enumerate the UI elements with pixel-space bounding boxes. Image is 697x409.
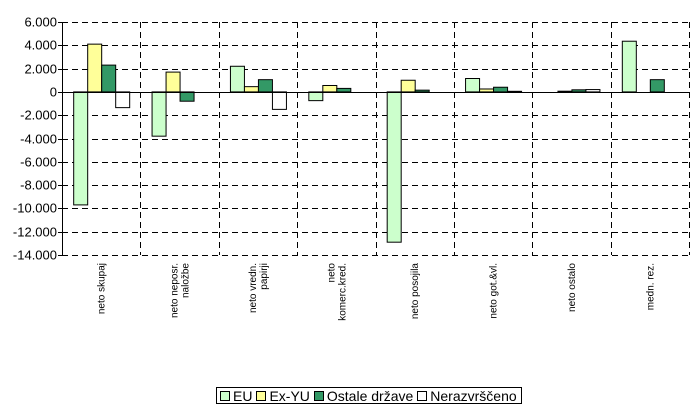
bar-nerazvrsceno-6	[585, 89, 601, 93]
legend-label-ex-yu: Ex-YU	[269, 387, 310, 404]
bar-ex-yu-3	[322, 84, 338, 93]
bar-eu-2	[229, 65, 245, 93]
category-label-line: neto neposr.	[170, 263, 181, 318]
legend-swatch-nerazvrsceno	[417, 390, 428, 401]
bar-ex-yu-2	[243, 86, 259, 93]
y-tick-label: 6.000	[24, 15, 57, 30]
category-label-line: medn. rez.	[645, 263, 656, 310]
category-label-6: neto ostalo	[567, 263, 578, 312]
y-tick-label: 0	[50, 85, 57, 100]
category-label-1: neto neposr. naložbe	[170, 263, 192, 318]
category-label-line: neto	[326, 263, 337, 283]
legend-item-eu: EU	[220, 388, 252, 404]
bar-ostale-drzave-6	[571, 89, 587, 93]
y-tick-label: 4.000	[24, 38, 57, 53]
bar-chart: 6.000 4.000 2.000 0 -2.000 -4.000 -6.000 -8.000…	[13, 15, 690, 321]
category-label-4: neto posojila	[410, 263, 421, 320]
bar-ostale-drzave-5	[493, 86, 509, 93]
legend: EU Ex-YU Ostale države Nerazvrščeno	[216, 387, 522, 404]
bar-eu-4	[386, 91, 402, 243]
bar-ostale-drzave-3	[336, 87, 352, 93]
bar-ex-yu-6	[557, 90, 573, 93]
y-tick-label: -2.000	[20, 108, 57, 123]
legend-item-nerazvrsceno: Nerazvrščeno	[417, 387, 517, 404]
category-label-7: medn. rez.	[645, 263, 656, 310]
category-label-line: neto vredn.	[248, 263, 259, 313]
y-tick-label: -12.000	[13, 225, 57, 240]
axes	[58, 22, 689, 256]
y-tick-label: -14.000	[13, 248, 57, 263]
legend-label-ostale-drzave: Ostale države	[326, 387, 414, 404]
legend-swatch-eu	[220, 390, 230, 401]
category-label-3: neto komerc.kred.	[326, 263, 348, 321]
category-label-2: neto vredn. papirji	[248, 263, 270, 313]
bar-ostale-drzave-7	[649, 79, 665, 93]
category-label-line: naložbe	[181, 263, 192, 298]
bar-ex-yu-4	[400, 79, 416, 93]
category-label-line: neto posojila	[410, 263, 421, 320]
category-label-5: neto got.&vl.	[489, 263, 500, 319]
bar-ostale-drzave-2	[257, 79, 273, 93]
y-tick-label: -6.000	[20, 155, 57, 170]
y-tick-labels: 6.000 4.000 2.000 0 -2.000 -4.000 -6.000 -8.000…	[13, 15, 57, 263]
category-label-line: neto skupaj	[97, 263, 108, 314]
category-labels: neto skupaj neto neposr. naložbe neto vredn…	[97, 263, 657, 321]
legend-item-ostale-drzave: Ostale države	[313, 387, 414, 404]
bar-eu-7	[621, 40, 637, 93]
bar-ostale-drzave-1	[179, 91, 195, 102]
bar-ex-yu-1	[165, 71, 181, 93]
bar-eu-0	[73, 91, 89, 206]
bar-eu-1	[151, 91, 167, 137]
y-tick-label: -4.000	[20, 132, 57, 147]
legend-swatch-ostale-drzave	[313, 390, 324, 401]
category-label-0: neto skupaj	[97, 263, 108, 314]
y-tick-label: -8.000	[20, 178, 57, 193]
legend-label-nerazvrsceno: Nerazvrščeno	[430, 387, 517, 404]
bar-eu-5	[465, 78, 481, 93]
legend-label-eu: EU	[233, 387, 253, 404]
gridlines	[62, 22, 690, 256]
y-tick-label: 2.000	[24, 62, 57, 77]
bar-ostale-drzave-4	[414, 89, 430, 93]
bar-nerazvrsceno-0	[115, 91, 131, 109]
bar-nerazvrsceno-5	[507, 90, 523, 93]
bar-ex-yu-5	[479, 88, 495, 93]
bar-ex-yu-0	[87, 43, 103, 93]
category-label-line: komerc.kred.	[337, 263, 348, 321]
legend-item-ex-yu: Ex-YU	[256, 387, 310, 404]
category-label-line: papirji	[259, 263, 270, 290]
bar-nerazvrsceno-2	[271, 91, 287, 110]
legend-swatch-ex-yu	[256, 390, 267, 401]
bar-ostale-drzave-0	[101, 64, 117, 93]
bars	[73, 40, 665, 243]
category-label-line: neto ostalo	[567, 263, 578, 312]
bar-eu-3	[308, 91, 324, 102]
category-label-line: neto got.&vl.	[489, 263, 500, 319]
y-tick-label: -10.000	[13, 201, 57, 216]
